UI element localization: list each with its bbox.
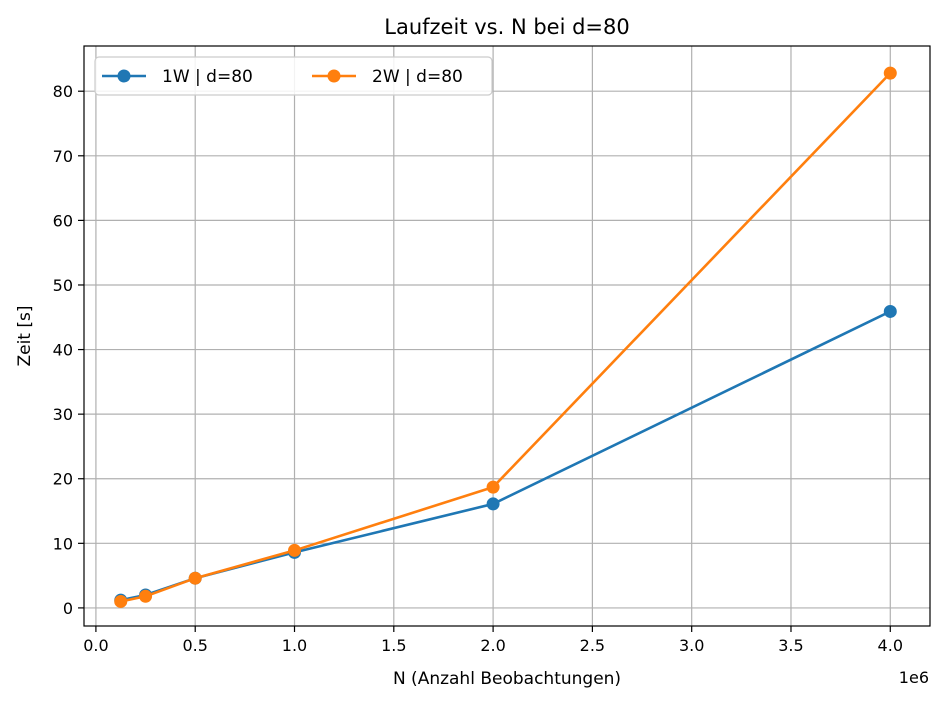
legend-entry-1: 1W | d=80	[102, 67, 253, 87]
y-axis: 0 10 20 30 40 50 60 70 80	[53, 82, 84, 618]
x-tick-label: 3.0	[679, 636, 704, 655]
y-tick-label: 20	[53, 470, 73, 489]
x-tick-label: 0.5	[182, 636, 207, 655]
x-tick-label: 3.5	[778, 636, 803, 655]
data-point	[114, 594, 128, 608]
x-tick-label: 2.5	[580, 636, 605, 655]
x-tick-label: 1.0	[282, 636, 307, 655]
plot-frame	[83, 45, 931, 627]
data-point	[486, 497, 500, 511]
data-point	[188, 571, 202, 585]
y-tick-label: 30	[53, 405, 73, 424]
chart-title: Laufzeit vs. N bei d=80	[384, 15, 629, 39]
y-tick-label: 50	[53, 276, 73, 295]
y-tick-label: 80	[53, 82, 73, 101]
grid-lines	[84, 46, 930, 626]
data-point	[486, 480, 500, 494]
legend-marker	[117, 69, 131, 83]
x-tick-label: 1.5	[381, 636, 406, 655]
x-offset-label: 1e6	[899, 668, 929, 687]
data-point	[883, 304, 897, 318]
x-tick-label: 0.0	[83, 636, 108, 655]
legend: 1W | d=80 2W | d=80	[94, 56, 493, 96]
x-tick-label: 4.0	[878, 636, 903, 655]
data-point	[883, 66, 897, 80]
data-point	[139, 589, 153, 603]
legend-label: 2W | d=80	[372, 67, 463, 87]
y-tick-label: 10	[53, 534, 73, 553]
legend-frame	[94, 56, 493, 96]
legend-entry-2: 2W | d=80	[312, 67, 463, 87]
x-axis-label: N (Anzahl Beobachtungen)	[393, 669, 621, 689]
legend-label: 1W | d=80	[162, 67, 253, 87]
y-tick-label: 60	[53, 211, 73, 230]
x-axis: 0.0 0.5 1.0 1.5 2.0 2.5 3.0 3.5 4.0	[83, 626, 903, 655]
x-tick-label: 2.0	[480, 636, 505, 655]
series-2	[114, 66, 897, 608]
data-point	[288, 543, 302, 557]
y-tick-label: 0	[63, 599, 73, 618]
y-tick-label: 40	[53, 341, 73, 360]
legend-marker	[327, 69, 341, 83]
series-layer	[114, 66, 897, 608]
y-tick-label: 70	[53, 147, 73, 166]
y-axis-label: Zeit [s]	[15, 305, 35, 366]
